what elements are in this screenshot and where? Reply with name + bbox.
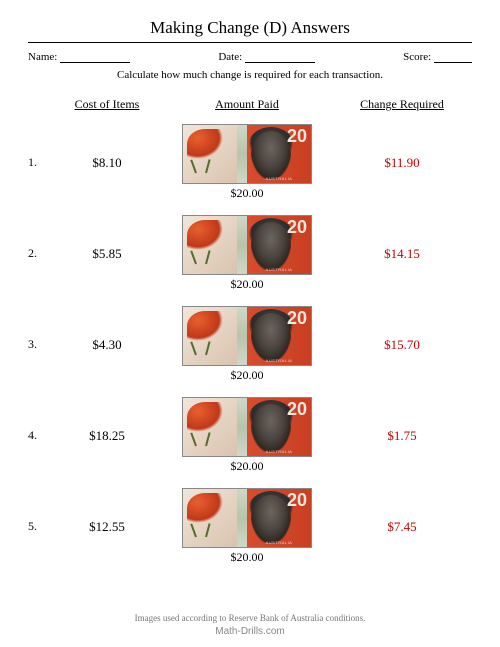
name-blank [60, 52, 130, 63]
title-rule [28, 42, 472, 43]
banknote-20: 20 AUSTRALIA [182, 215, 312, 275]
banknote-microtext: AUSTRALIA [249, 358, 309, 363]
banknote-left-panel [183, 489, 237, 547]
banknote-bird-icon [187, 220, 223, 250]
banknote-20: 20 AUSTRALIA [182, 397, 312, 457]
banknote-right-panel: 20 AUSTRALIA [247, 125, 311, 183]
column-headers: Cost of Items Amount Paid Change Require… [28, 97, 472, 112]
instruction-text: Calculate how much change is required fo… [28, 69, 472, 81]
banknote-20: 20 AUSTRALIA [182, 488, 312, 548]
transaction-row: 2. $5.85 20 AUSTRALIA $20.00 $14.15 [28, 215, 472, 292]
cost-value: $5.85 [52, 246, 162, 262]
header-change: Change Required [360, 97, 444, 111]
paid-amount: $20.00 [162, 368, 332, 383]
banknote-bird-icon [187, 129, 223, 159]
transaction-row: 5. $12.55 20 AUSTRALIA $20.00 $7.45 [28, 488, 472, 565]
change-value: $11.90 [332, 155, 472, 171]
row-number: 5. [28, 519, 52, 534]
banknote-bird-icon [187, 493, 223, 523]
banknote-denom: 20 [287, 309, 307, 327]
footer-text: Math-Drills.com [0, 626, 500, 637]
banknote-bird-icon [187, 311, 223, 341]
amount-paid-cell: 20 AUSTRALIA $20.00 [162, 124, 332, 201]
banknote-plant-icon [189, 523, 229, 541]
row-number: 2. [28, 246, 52, 261]
paid-amount: $20.00 [162, 277, 332, 292]
score-blank [434, 52, 472, 63]
banknote-denom: 20 [287, 127, 307, 145]
banknote-left-panel [183, 216, 237, 274]
banknote-window-strip [237, 307, 247, 365]
banknote-window-strip [237, 125, 247, 183]
banknote-microtext: AUSTRALIA [249, 449, 309, 454]
banknote-portrait-icon [251, 313, 291, 361]
name-field: Name: [28, 51, 130, 63]
banknote-portrait-icon [251, 222, 291, 270]
paid-amount: $20.00 [162, 186, 332, 201]
banknote-microtext: AUSTRALIA [249, 540, 309, 545]
header-paid: Amount Paid [215, 97, 279, 111]
banknote-left-panel [183, 307, 237, 365]
cost-value: $18.25 [52, 428, 162, 444]
date-label: Date: [218, 51, 242, 63]
change-value: $7.45 [332, 519, 472, 535]
page-title: Making Change (D) Answers [28, 18, 472, 38]
amount-paid-cell: 20 AUSTRALIA $20.00 [162, 306, 332, 383]
banknote-20: 20 AUSTRALIA [182, 306, 312, 366]
cost-value: $12.55 [52, 519, 162, 535]
banknote-window-strip [237, 398, 247, 456]
transaction-row: 3. $4.30 20 AUSTRALIA $20.00 $15.70 [28, 306, 472, 383]
banknote-portrait-icon [251, 495, 291, 543]
banknote-window-strip [237, 216, 247, 274]
image-credit: Images used according to Reserve Bank of… [0, 613, 500, 623]
cost-value: $4.30 [52, 337, 162, 353]
meta-row: Name: Date: Score: [28, 51, 472, 63]
banknote-right-panel: 20 AUSTRALIA [247, 216, 311, 274]
banknote-microtext: AUSTRALIA [249, 176, 309, 181]
paid-amount: $20.00 [162, 550, 332, 565]
banknote-right-panel: 20 AUSTRALIA [247, 489, 311, 547]
paid-amount: $20.00 [162, 459, 332, 474]
banknote-denom: 20 [287, 400, 307, 418]
rows-container: 1. $8.10 20 AUSTRALIA $20.00 $11.90 2. $… [28, 124, 472, 565]
banknote-right-panel: 20 AUSTRALIA [247, 398, 311, 456]
banknote-left-panel [183, 125, 237, 183]
name-label: Name: [28, 51, 57, 63]
header-cost: Cost of Items [75, 97, 140, 111]
banknote-plant-icon [189, 159, 229, 177]
amount-paid-cell: 20 AUSTRALIA $20.00 [162, 215, 332, 292]
banknote-left-panel [183, 398, 237, 456]
change-value: $1.75 [332, 428, 472, 444]
change-value: $15.70 [332, 337, 472, 353]
banknote-right-panel: 20 AUSTRALIA [247, 307, 311, 365]
banknote-plant-icon [189, 341, 229, 359]
banknote-denom: 20 [287, 491, 307, 509]
transaction-row: 1. $8.10 20 AUSTRALIA $20.00 $11.90 [28, 124, 472, 201]
date-blank [245, 52, 315, 63]
score-field: Score: [403, 51, 472, 63]
change-value: $14.15 [332, 246, 472, 262]
banknote-plant-icon [189, 250, 229, 268]
cost-value: $8.10 [52, 155, 162, 171]
banknote-bird-icon [187, 402, 223, 432]
score-label: Score: [403, 51, 431, 63]
row-number: 1. [28, 155, 52, 170]
banknote-portrait-icon [251, 131, 291, 179]
amount-paid-cell: 20 AUSTRALIA $20.00 [162, 397, 332, 474]
transaction-row: 4. $18.25 20 AUSTRALIA $20.00 $1.75 [28, 397, 472, 474]
banknote-window-strip [237, 489, 247, 547]
date-field: Date: [218, 51, 315, 63]
banknote-plant-icon [189, 432, 229, 450]
row-number: 3. [28, 337, 52, 352]
banknote-denom: 20 [287, 218, 307, 236]
row-number: 4. [28, 428, 52, 443]
banknote-20: 20 AUSTRALIA [182, 124, 312, 184]
amount-paid-cell: 20 AUSTRALIA $20.00 [162, 488, 332, 565]
banknote-portrait-icon [251, 404, 291, 452]
banknote-microtext: AUSTRALIA [249, 267, 309, 272]
